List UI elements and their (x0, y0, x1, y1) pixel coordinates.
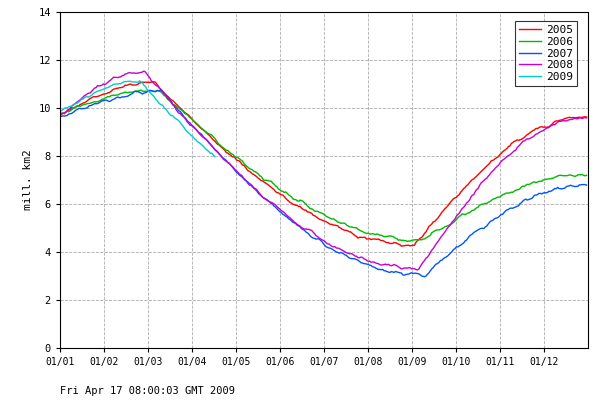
2006 (268, 179, 275, 184)
Line: 2007: 2007 (60, 90, 587, 277)
2008 (583, 116, 590, 120)
2008 (271, 202, 278, 206)
2008 (56, 114, 64, 118)
Line: 2009: 2009 (60, 81, 215, 156)
2005 (268, 185, 275, 190)
2005 (271, 187, 278, 192)
2006 (271, 182, 278, 187)
2007 (271, 204, 278, 208)
Y-axis label: mill. km2: mill. km2 (23, 150, 33, 210)
2007 (561, 186, 568, 190)
2008 (169, 102, 176, 107)
Line: 2006: 2006 (60, 90, 587, 242)
2006 (203, 130, 210, 135)
Legend: 2005, 2006, 2007, 2008, 2009: 2005, 2006, 2007, 2008, 2009 (515, 21, 577, 86)
2007 (203, 137, 210, 142)
2009 (81, 95, 88, 100)
2009 (211, 154, 218, 159)
2006 (137, 88, 145, 92)
2005 (151, 79, 158, 84)
2009 (210, 153, 217, 158)
2007 (421, 274, 428, 279)
2008 (203, 137, 210, 142)
2009 (129, 80, 136, 84)
2007 (268, 201, 275, 206)
Line: 2008: 2008 (60, 71, 587, 270)
2006 (404, 239, 411, 244)
2009 (191, 136, 198, 141)
2005 (169, 98, 176, 103)
2005 (511, 139, 518, 144)
2005 (56, 112, 64, 117)
2006 (511, 189, 518, 194)
2008 (511, 148, 518, 153)
2007 (146, 88, 153, 93)
2005 (583, 115, 590, 120)
2007 (56, 114, 64, 119)
2008 (561, 118, 568, 123)
2006 (169, 102, 176, 107)
2008 (268, 200, 275, 205)
Line: 2005: 2005 (60, 82, 587, 246)
Text: Fri Apr 17 08:00:03 GMT 2009: Fri Apr 17 08:00:03 GMT 2009 (60, 386, 235, 396)
2007 (511, 205, 518, 210)
2007 (169, 102, 176, 106)
2005 (203, 130, 210, 134)
2009 (73, 101, 80, 106)
2008 (140, 69, 148, 74)
2008 (414, 268, 421, 272)
2009 (181, 126, 188, 130)
2006 (583, 173, 590, 178)
2005 (561, 116, 568, 121)
2006 (561, 173, 568, 178)
2009 (56, 109, 64, 114)
2007 (583, 183, 590, 188)
2009 (136, 78, 143, 83)
2005 (398, 244, 405, 248)
2006 (56, 112, 64, 117)
